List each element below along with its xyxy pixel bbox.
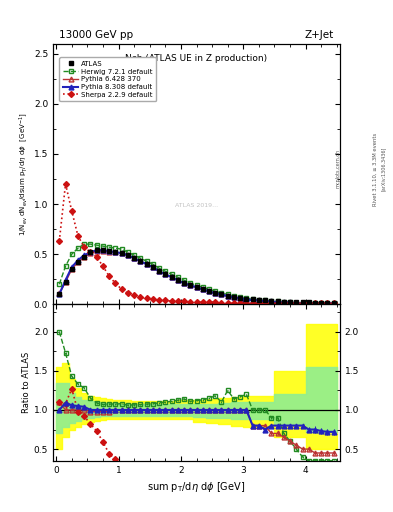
Y-axis label: 1/N$_{\rm ev}$ dN$_{\rm ev}$/dsum p$_{\rm T}$/d$\eta$ d$\phi$  [GeV$^{-1}$]: 1/N$_{\rm ev}$ dN$_{\rm ev}$/dsum p$_{\r… xyxy=(17,112,29,236)
Text: Nch (ATLAS UE in Z production): Nch (ATLAS UE in Z production) xyxy=(125,54,268,63)
Legend: ATLAS, Herwig 7.2.1 default, Pythia 6.428 370, Pythia 8.308 default, Sherpa 2.2.: ATLAS, Herwig 7.2.1 default, Pythia 6.42… xyxy=(59,57,156,101)
Text: Rivet 3.1.10, ≥ 3.3M events: Rivet 3.1.10, ≥ 3.3M events xyxy=(373,132,378,206)
Text: ATLAS 2019...: ATLAS 2019... xyxy=(175,203,218,208)
Y-axis label: Ratio to ATLAS: Ratio to ATLAS xyxy=(22,352,31,413)
Text: 13000 GeV pp: 13000 GeV pp xyxy=(59,30,133,39)
Text: Z+Jet: Z+Jet xyxy=(305,30,334,39)
Text: mcplots.cern.ch: mcplots.cern.ch xyxy=(336,150,340,188)
X-axis label: sum p$_{\rm T}$/d$\eta$ d$\phi$ [GeV]: sum p$_{\rm T}$/d$\eta$ d$\phi$ [GeV] xyxy=(147,480,246,494)
Text: [arXiv:1306.3436]: [arXiv:1306.3436] xyxy=(381,147,386,191)
